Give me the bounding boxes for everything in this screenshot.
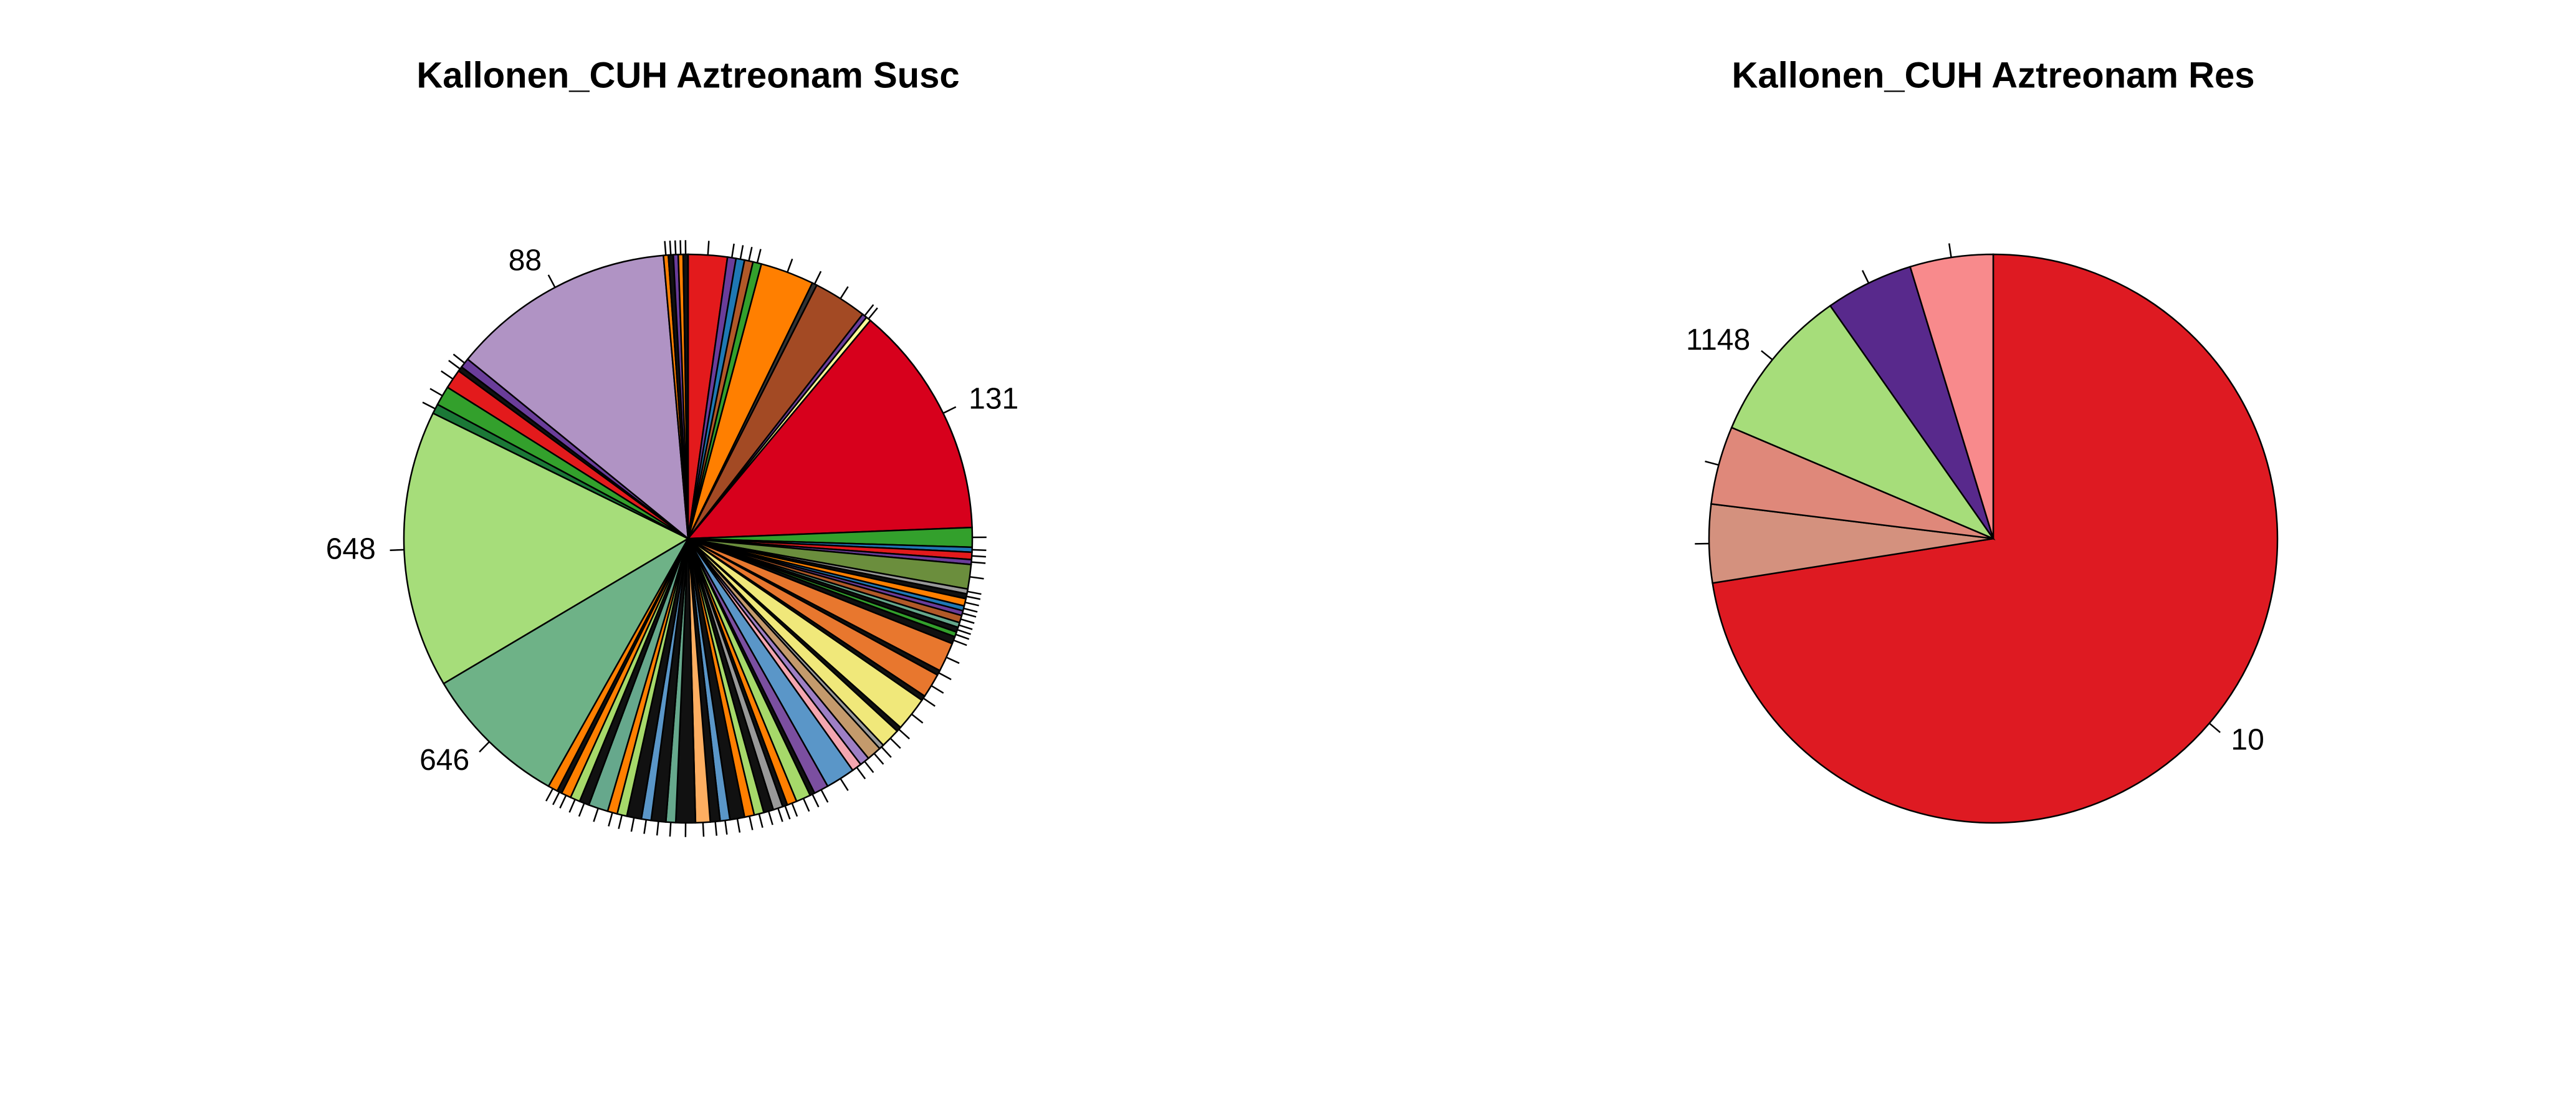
slice-tick <box>630 817 635 832</box>
slice-tick <box>441 370 454 380</box>
chart-title: Kallonen_CUH Aztreonam Res <box>1731 55 2254 95</box>
slice-tick <box>965 602 979 607</box>
slice-label: 1148 <box>1686 324 1750 357</box>
slice-tick <box>568 799 576 813</box>
slice-tick <box>873 752 884 765</box>
slice-tick <box>784 805 791 820</box>
slice-tick <box>578 802 585 817</box>
slice-tick <box>707 241 710 256</box>
slice-tick <box>898 728 910 740</box>
slice-tick <box>618 815 623 829</box>
slice-tick <box>972 555 986 558</box>
pie-slice <box>1829 266 1994 539</box>
slice-label: 648 <box>326 532 376 565</box>
pie-slice <box>1712 253 2279 824</box>
slice-tick <box>813 271 822 285</box>
slice-tick <box>959 624 973 630</box>
slice-tick <box>969 576 984 580</box>
slice-tick <box>946 656 960 665</box>
slice-tick <box>736 818 741 833</box>
slice-tick <box>812 794 820 808</box>
slice-tick <box>702 822 705 837</box>
slice-tick <box>791 802 798 817</box>
slice-tick <box>962 612 977 618</box>
slice-tick <box>593 808 599 822</box>
slice-tick <box>840 286 849 299</box>
slice-tick <box>971 561 986 564</box>
slice-tick <box>856 767 866 780</box>
slice-tick <box>664 241 667 256</box>
slice-tick <box>922 697 936 707</box>
slice-tick <box>911 713 924 724</box>
slice-tick <box>889 737 901 749</box>
slice-tick <box>802 798 810 812</box>
slice-tick <box>960 618 975 624</box>
slice-tick <box>714 821 718 836</box>
pie-slice <box>1909 253 1994 539</box>
slice-tick <box>955 633 970 640</box>
pie-slice <box>466 254 689 540</box>
slice-tick <box>957 629 971 635</box>
slice-tick <box>608 812 613 827</box>
slice-label: 10 <box>2231 723 2264 756</box>
slice-label: 88 <box>509 244 542 277</box>
slice-tick <box>547 274 556 288</box>
slice-tick <box>1761 350 1773 361</box>
slice-tick <box>777 808 783 822</box>
slice-label: 646 <box>419 744 469 777</box>
slice-tick <box>953 639 967 646</box>
slice-tick <box>559 795 567 809</box>
slice-tick <box>656 821 659 836</box>
slice-tick <box>758 814 764 828</box>
slice-tick <box>452 353 466 364</box>
slice-tick <box>864 304 874 317</box>
slice-label: 131 <box>969 382 1018 415</box>
slice-tick <box>767 810 773 825</box>
pie-slice <box>1730 304 1996 540</box>
slice-tick <box>748 246 753 261</box>
slice-tick <box>552 792 560 805</box>
slice-tick <box>730 243 735 258</box>
slice-tick <box>749 815 754 830</box>
slice-tick <box>966 595 981 600</box>
slice-tick <box>674 240 677 255</box>
slice-tick <box>479 741 490 753</box>
slice-tick <box>643 819 648 834</box>
slice-tick <box>429 388 443 396</box>
slice-tick <box>669 241 672 255</box>
slice-tick <box>938 672 952 681</box>
slice-tick <box>448 360 461 370</box>
slice-tick <box>669 822 672 837</box>
slice-tick <box>820 789 829 803</box>
slice-tick <box>739 245 744 260</box>
slice-tick <box>881 746 892 758</box>
slice-tick <box>2208 722 2221 733</box>
slice-tick <box>724 820 728 835</box>
slice-tick <box>931 684 944 694</box>
chart-title: Kallonen_CUH Aztreonam Susc <box>416 55 959 95</box>
slice-tick <box>1705 460 1719 466</box>
slice-tick <box>422 401 436 410</box>
slice-tick <box>787 258 793 273</box>
slice-tick <box>963 607 978 613</box>
slice-tick <box>864 761 874 774</box>
slice-tick <box>967 590 982 595</box>
slice-tick <box>868 307 878 320</box>
slice-tick <box>1861 270 1870 284</box>
slice-tick <box>840 778 849 791</box>
slice-tick <box>942 406 957 414</box>
slice-tick <box>1948 243 1952 258</box>
slice-tick <box>756 249 762 264</box>
slice-tick <box>545 788 554 802</box>
